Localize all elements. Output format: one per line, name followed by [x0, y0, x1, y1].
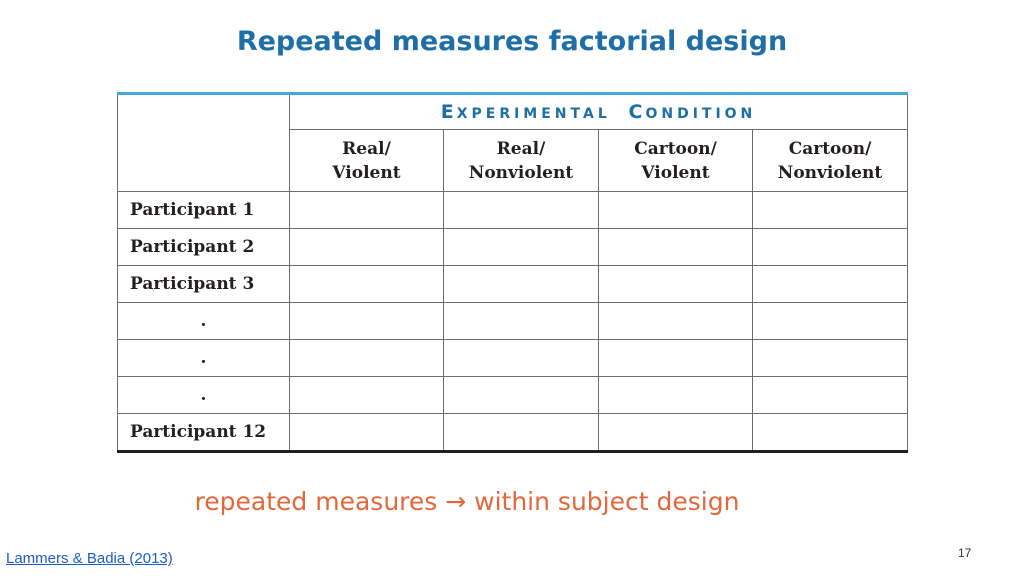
table-cell — [289, 376, 444, 414]
column-header-real-violent: Real/Violent — [289, 129, 444, 192]
page-number: 17 — [958, 546, 972, 560]
table-cell — [443, 339, 599, 377]
table-cell — [752, 413, 908, 452]
citation-link[interactable]: Lammers & Badia (2013) — [6, 550, 173, 567]
table-cell — [443, 191, 599, 229]
table-cell — [443, 302, 599, 340]
row-label-participant-1: Participant 1 — [117, 191, 290, 229]
table-cell — [598, 376, 753, 414]
table-cell — [752, 228, 908, 266]
table-cell — [752, 265, 908, 303]
design-table-container: EXPERIMENTAL CONDITION Real/Violent Real… — [117, 92, 908, 453]
column-header-real-nonviolent: Real/Nonviolent — [443, 129, 599, 192]
table-cell — [443, 376, 599, 414]
design-table: EXPERIMENTAL CONDITION Real/Violent Real… — [117, 92, 908, 453]
table-cell — [598, 228, 753, 266]
table-cell — [598, 302, 753, 340]
slide-title: Repeated measures factorial design — [236, 26, 788, 57]
table-cell — [598, 339, 753, 377]
experimental-condition-header: EXPERIMENTAL CONDITION — [289, 93, 908, 130]
table-cell — [289, 413, 444, 452]
corner-cell — [117, 93, 290, 192]
table-cell — [289, 302, 444, 340]
row-label-ellipsis-1: . — [117, 302, 290, 340]
table-cell — [443, 413, 599, 452]
table-cell — [289, 191, 444, 229]
row-label-participant-12: Participant 12 — [117, 413, 290, 452]
table-cell — [598, 191, 753, 229]
row-label-ellipsis-2: . — [117, 339, 290, 377]
row-label-ellipsis-3: . — [117, 376, 290, 414]
table-cell — [289, 228, 444, 266]
table-cell — [289, 339, 444, 377]
table-cell — [443, 265, 599, 303]
column-header-cartoon-nonviolent: Cartoon/Nonviolent — [752, 129, 908, 192]
table-cell — [752, 302, 908, 340]
row-label-participant-2: Participant 2 — [117, 228, 290, 266]
design-note: repeated measures → within subject desig… — [194, 487, 740, 516]
table-cell — [598, 265, 753, 303]
table-cell — [598, 413, 753, 452]
table-cell — [752, 339, 908, 377]
row-label-participant-3: Participant 3 — [117, 265, 290, 303]
table-cell — [752, 191, 908, 229]
table-cell — [443, 228, 599, 266]
table-cell — [289, 265, 444, 303]
table-cell — [752, 376, 908, 414]
column-header-cartoon-violent: Cartoon/Violent — [598, 129, 753, 192]
